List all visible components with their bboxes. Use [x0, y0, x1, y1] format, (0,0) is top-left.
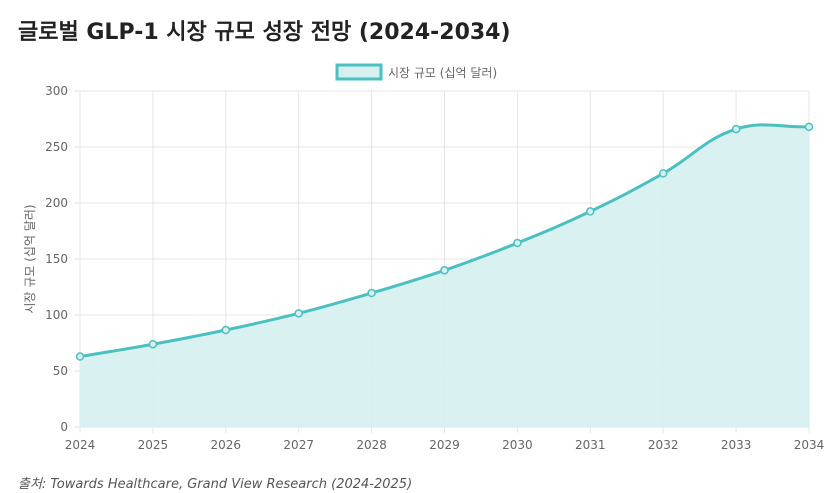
data-point: [294, 309, 303, 318]
x-tick-label: 2033: [721, 438, 752, 452]
x-tick-label: 2027: [283, 438, 314, 452]
area-fill: [80, 124, 809, 428]
legend-swatch: [335, 63, 383, 81]
x-tick-label: 2028: [356, 438, 387, 452]
data-point: [658, 169, 668, 178]
y-tick-label: 0: [60, 420, 68, 434]
x-tick-label: 2031: [575, 438, 606, 452]
y-tick-label: 50: [53, 364, 68, 378]
y-tick-label: 100: [45, 308, 68, 322]
data-point: [75, 352, 85, 361]
data-point: [731, 124, 741, 134]
data-point: [221, 325, 231, 335]
data-point: [513, 238, 522, 248]
x-tick-label: 2026: [211, 438, 242, 452]
y-tick-label: 300: [45, 84, 68, 98]
data-point: [367, 288, 376, 298]
x-tick-label: 2024: [65, 438, 96, 452]
x-tick-label: 2025: [138, 438, 169, 452]
data-point: [586, 207, 595, 216]
x-tick-label: 2034: [794, 438, 825, 452]
y-tick-label: 250: [45, 140, 68, 154]
x-tick-label: 2029: [429, 438, 460, 452]
chart-title: 글로벌 GLP-1 시장 규모 성장 전망 (2024-2034): [18, 20, 511, 45]
y-axis-label: 시장 규모 (십억 달러): [23, 204, 37, 313]
data-point: [440, 266, 449, 275]
x-tick-label: 2030: [502, 438, 533, 452]
y-tick-label: 200: [45, 196, 68, 210]
legend-label: 시장 규모 (십억 달러): [388, 66, 497, 80]
data-point: [148, 339, 158, 349]
x-tick-label: 2032: [648, 438, 679, 452]
data-point: [804, 122, 814, 132]
source-note: 출처: Towards Healthcare, Grand View Resea…: [18, 477, 413, 492]
y-tick-label: 150: [45, 252, 68, 266]
